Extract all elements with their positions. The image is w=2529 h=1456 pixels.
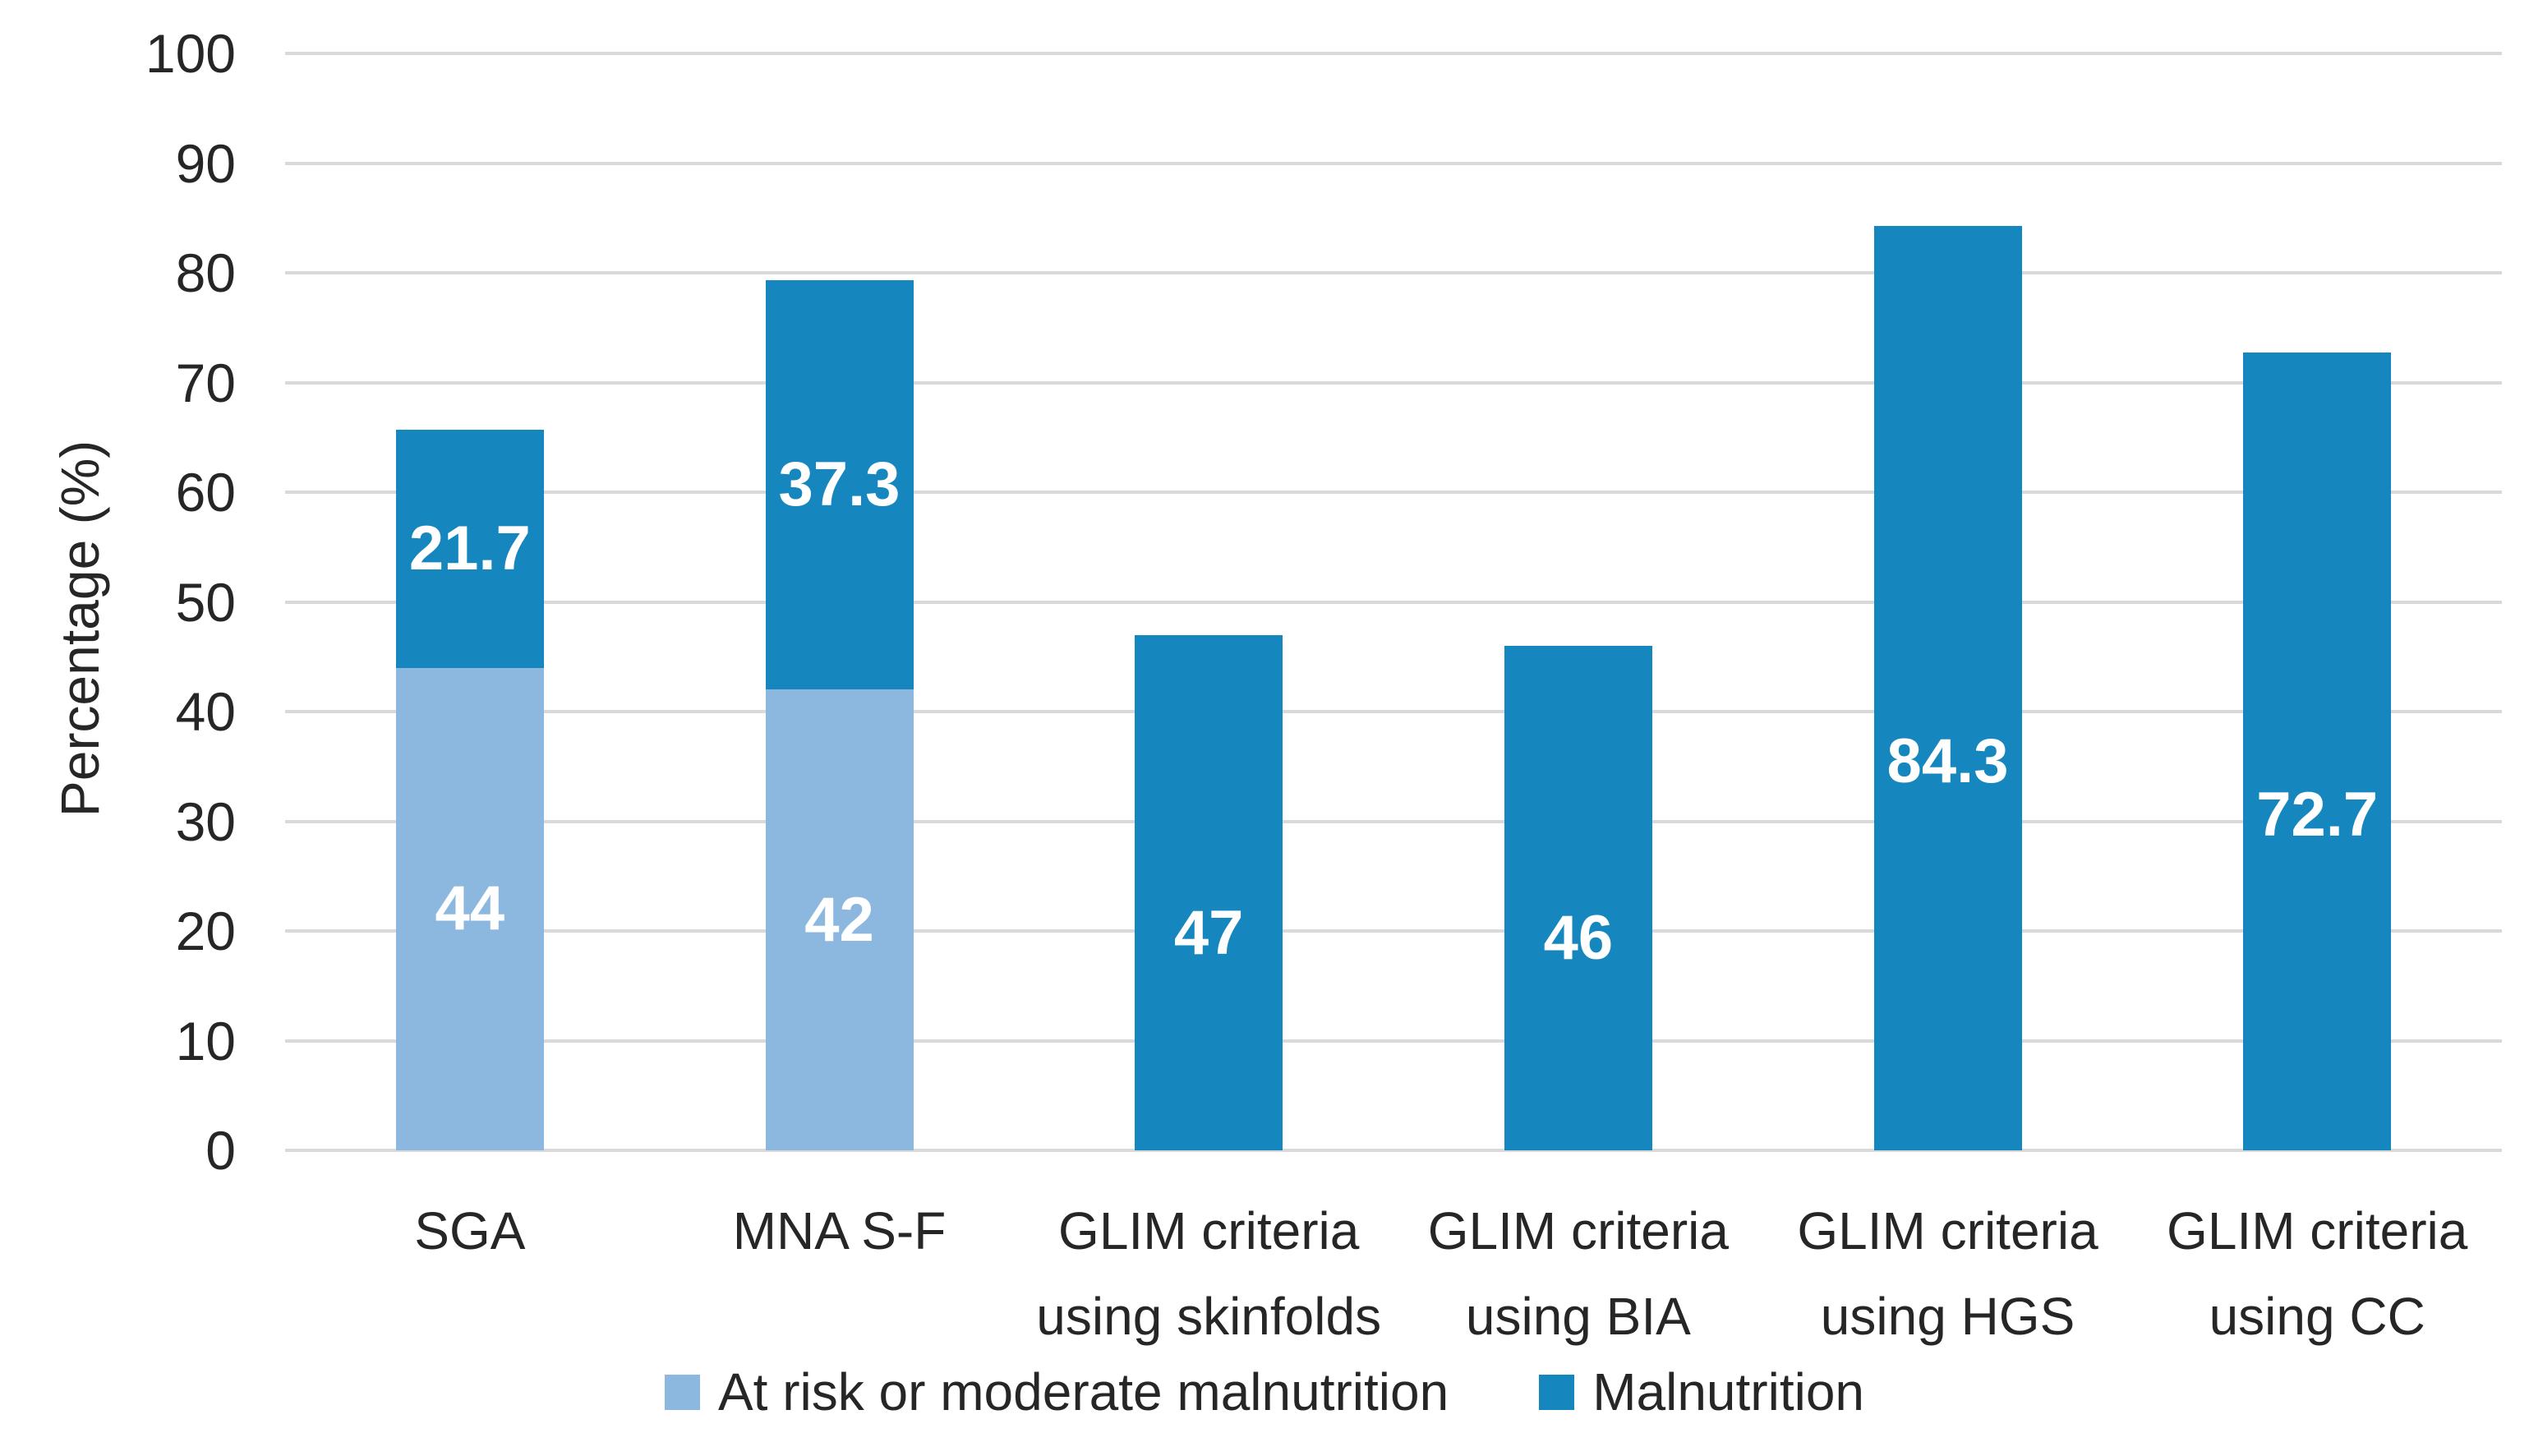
bar-segment-at-risk: 42 xyxy=(765,689,914,1150)
y-tick-label: 50 xyxy=(175,571,236,633)
gridline xyxy=(285,1149,2502,1152)
gridline xyxy=(285,161,2502,165)
y-tick-label: 0 xyxy=(205,1120,236,1181)
bar-value-label: 37.3 xyxy=(778,449,901,520)
bar-segment-malnutrition: 84.3 xyxy=(1873,225,2022,1150)
y-tick-label: 100 xyxy=(145,23,236,84)
bar-column: 46 xyxy=(1393,53,1763,1150)
bar-value-label: 21.7 xyxy=(408,513,531,583)
y-tick-label: 70 xyxy=(175,352,236,413)
bar-value-label: 47 xyxy=(1173,898,1244,969)
y-tick-label: 10 xyxy=(175,1010,236,1071)
gridline xyxy=(285,819,2502,823)
x-category-label: MNA S-F xyxy=(732,1201,947,1260)
gridline xyxy=(285,271,2502,274)
bar-column: 84.3 xyxy=(1763,53,2133,1150)
legend-swatch-malnutrition xyxy=(1539,1374,1575,1410)
gridline xyxy=(285,710,2502,713)
bar-value-label: 72.7 xyxy=(2256,780,2379,850)
bar-segment-malnutrition: 47 xyxy=(1135,634,1283,1150)
x-category-label: GLIM criteria using skinfolds xyxy=(1036,1201,1382,1346)
bar-value-label: 42 xyxy=(804,884,874,955)
gridline xyxy=(285,491,2502,494)
y-tick-label: 60 xyxy=(175,462,236,523)
gridline xyxy=(285,380,2502,385)
bar-value-label: 44 xyxy=(435,873,505,944)
gridline xyxy=(285,52,2502,55)
gridline xyxy=(285,1039,2502,1043)
bars-container: 44 21.7 42 37.3 47 46 84.3 72.7 xyxy=(285,53,2502,1150)
legend-label-at-risk: At risk or moderate malnutrition xyxy=(717,1362,1449,1421)
x-axis-labels: SGA MNA S-F GLIM criteria using skinfolds G… xyxy=(285,1189,2502,1359)
bar-value-label: 46 xyxy=(1543,903,1614,974)
x-category-label: GLIM criteria using BIA xyxy=(1427,1201,1729,1346)
gridline xyxy=(285,600,2502,604)
gridlines xyxy=(285,52,2502,1152)
y-tick-label: 80 xyxy=(175,242,236,303)
bar-segment-malnutrition: 21.7 xyxy=(395,429,544,668)
legend: At risk or moderate malnutrition Malnutr… xyxy=(0,1366,2529,1418)
y-tick-label: 20 xyxy=(175,901,236,961)
x-category-label: GLIM criteria using HGS xyxy=(1797,1201,2098,1346)
legend-label-malnutrition: Malnutrition xyxy=(1592,1362,1865,1421)
y-axis-tick-labels: 0 10 20 30 40 50 60 70 80 90 100 xyxy=(0,26,236,1177)
legend-item-malnutrition: Malnutrition xyxy=(1539,1366,1864,1418)
legend-swatch-at-risk xyxy=(664,1374,700,1410)
bar-column: 72.7 xyxy=(2132,53,2502,1150)
bar-value-label: 84.3 xyxy=(1886,726,2009,797)
x-category-label: SGA xyxy=(414,1201,526,1260)
y-tick-label: 40 xyxy=(175,681,236,742)
y-tick-label: 30 xyxy=(175,790,236,852)
x-category-label: GLIM criteria using CC xyxy=(2167,1201,2468,1346)
bar-column: 47 xyxy=(1024,53,1393,1150)
bar-segment-malnutrition: 37.3 xyxy=(765,280,914,690)
bar-column: 42 37.3 xyxy=(655,53,1025,1150)
plot-area: 44 21.7 42 37.3 47 46 84.3 72.7 xyxy=(285,52,2502,1152)
bar-segment-malnutrition: 46 xyxy=(1504,645,1652,1150)
legend-item-at-risk: At risk or moderate malnutrition xyxy=(664,1362,1449,1421)
y-tick-label: 90 xyxy=(175,132,236,194)
bar-segment-at-risk: 44 xyxy=(395,667,544,1150)
bar-column: 44 21.7 xyxy=(285,53,655,1150)
gridline xyxy=(285,929,2502,933)
bar-segment-malnutrition: 72.7 xyxy=(2243,352,2392,1150)
